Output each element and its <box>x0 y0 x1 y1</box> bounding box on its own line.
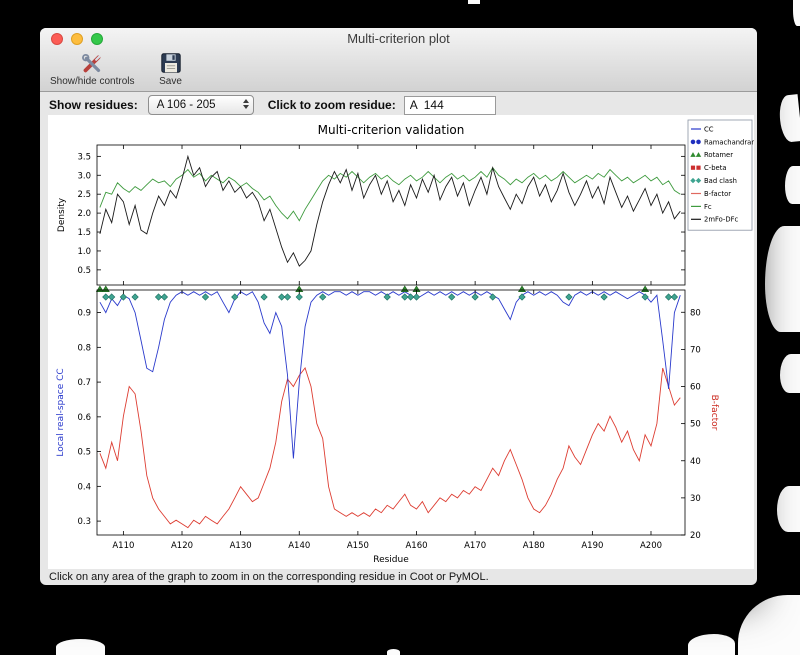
bottom-subplot <box>95 285 685 535</box>
svg-text:Rotamer: Rotamer <box>704 151 733 159</box>
mask-artifact <box>793 0 800 26</box>
svg-text:2.0: 2.0 <box>77 209 91 219</box>
svg-text:3.5: 3.5 <box>77 152 91 162</box>
svg-text:Local real-space CC: Local real-space CC <box>56 368 66 456</box>
stepper-arrows-icon <box>242 99 249 109</box>
window-chrome: Multi-criterion plot Show/hide controls <box>40 28 757 92</box>
close-button[interactable] <box>51 33 63 45</box>
svg-text:Density: Density <box>57 197 67 232</box>
residue-range-value: A 106 - 205 <box>156 99 216 111</box>
svg-text:0.5: 0.5 <box>77 448 91 458</box>
minimize-button[interactable] <box>71 33 83 45</box>
mask-artifact <box>738 595 800 655</box>
svg-text:A110: A110 <box>112 541 134 551</box>
svg-text:0.5: 0.5 <box>77 266 91 276</box>
show-hide-controls-label: Show/hide controls <box>50 76 135 87</box>
mask-artifact <box>780 354 800 393</box>
svg-text:0.8: 0.8 <box>77 343 91 353</box>
svg-text:Residue: Residue <box>373 555 409 565</box>
svg-text:3.0: 3.0 <box>77 171 91 181</box>
svg-text:2.5: 2.5 <box>77 190 91 200</box>
svg-text:1.5: 1.5 <box>77 228 91 238</box>
window-titlebar[interactable]: Multi-criterion plot <box>40 28 757 50</box>
svg-text:Bad clash: Bad clash <box>704 177 737 185</box>
svg-text:Ramachandran: Ramachandran <box>704 138 754 146</box>
svg-text:B-factor: B-factor <box>709 395 719 431</box>
plot-canvas[interactable]: Multi-criterion validation 0.5 1.0 1.5 2.0 2.… <box>48 115 754 569</box>
svg-text:A140: A140 <box>288 541 310 551</box>
svg-text:A170: A170 <box>464 541 486 551</box>
window-title: Multi-criterion plot <box>347 31 450 46</box>
svg-text:A180: A180 <box>523 541 545 551</box>
crossed-tools-icon <box>82 53 101 73</box>
zoom-residue-label: Click to zoom residue: <box>267 98 396 112</box>
status-bar: Click on any area of the graph to zoom i… <box>49 571 489 583</box>
svg-text:0.6: 0.6 <box>77 413 91 423</box>
svg-text:Multi-criterion validation: Multi-criterion validation <box>318 123 465 137</box>
svg-text:30: 30 <box>690 494 701 504</box>
svg-text:CC: CC <box>704 125 714 133</box>
save-floppy-icon <box>160 53 181 73</box>
top-subplot <box>97 145 685 285</box>
svg-text:Fc: Fc <box>704 203 712 211</box>
zoom-residue-input[interactable] <box>403 95 496 115</box>
svg-text:A130: A130 <box>230 541 252 551</box>
mask-artifact <box>785 166 800 204</box>
svg-text:20: 20 <box>690 531 701 541</box>
axes-frame: Multi-criterion validation 0.5 1.0 1.5 2.0 2.… <box>56 123 719 565</box>
show-residues-label: Show residues: <box>49 98 138 112</box>
svg-text:70: 70 <box>690 345 701 355</box>
svg-text:2mFo-DFc: 2mFo-DFc <box>704 216 738 224</box>
mask-artifact <box>56 639 105 655</box>
zoom-button[interactable] <box>91 33 103 45</box>
toolbar: Show/hide controls Save <box>50 51 183 87</box>
mask-artifact <box>765 226 800 332</box>
svg-text:0.3: 0.3 <box>77 517 91 527</box>
controls-row: Show residues: A 106 - 205 Click to zoom… <box>40 94 757 116</box>
plot-svg[interactable]: Multi-criterion validation 0.5 1.0 1.5 2.0 2.… <box>48 115 754 569</box>
svg-text:60: 60 <box>690 383 701 393</box>
svg-text:1.0: 1.0 <box>77 247 91 257</box>
mask-artifact <box>777 94 800 143</box>
plot-window: Multi-criterion plot Show/hide controls <box>40 28 757 585</box>
svg-text:A200: A200 <box>640 541 662 551</box>
svg-text:0.4: 0.4 <box>77 482 91 492</box>
traffic-lights <box>51 33 103 45</box>
save-button[interactable]: Save <box>159 51 183 87</box>
mask-artifact <box>777 486 800 532</box>
svg-text:A150: A150 <box>347 541 369 551</box>
svg-text:40: 40 <box>690 457 701 467</box>
residue-range-select[interactable]: A 106 - 205 <box>147 95 254 115</box>
svg-text:A120: A120 <box>171 541 193 551</box>
svg-text:0.7: 0.7 <box>77 378 91 388</box>
mask-artifact <box>468 0 480 4</box>
svg-text:B-factor: B-factor <box>704 190 731 198</box>
svg-text:0.9: 0.9 <box>77 309 91 319</box>
show-hide-controls-button[interactable]: Show/hide controls <box>50 51 135 87</box>
save-label: Save <box>159 76 182 87</box>
svg-text:80: 80 <box>690 308 701 318</box>
mask-artifact <box>688 634 735 655</box>
plot-legend: CC Ramachandran Rotamer C-beta Bad clash B-fa… <box>687 119 754 231</box>
svg-text:50: 50 <box>690 420 701 430</box>
svg-text:A160: A160 <box>405 541 427 551</box>
mask-artifact <box>387 649 400 655</box>
svg-text:A190: A190 <box>581 541 603 551</box>
svg-text:C-beta: C-beta <box>704 164 727 172</box>
